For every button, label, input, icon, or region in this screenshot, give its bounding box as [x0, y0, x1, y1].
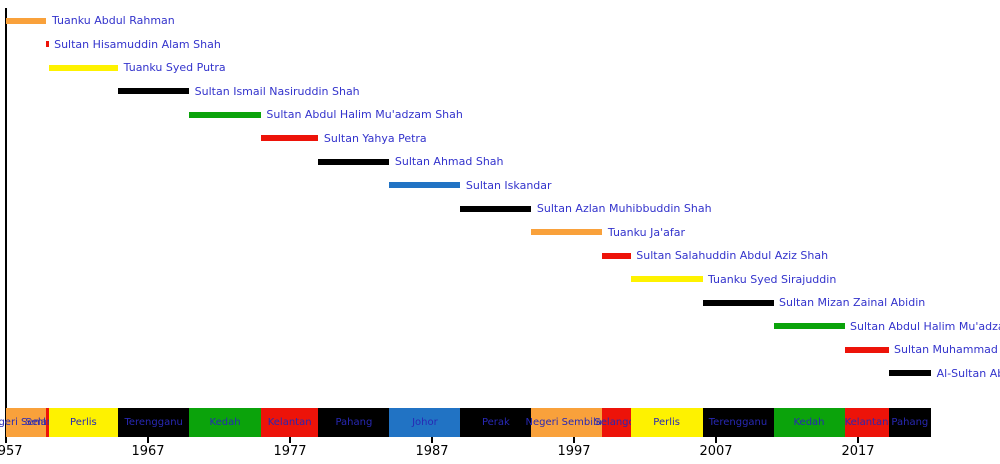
- reign-bar: [702, 299, 774, 306]
- reign-bar: [630, 276, 703, 282]
- state-band-segment: [844, 408, 889, 437]
- reign-name-label: Sultan Iskandar: [465, 178, 552, 192]
- reign-name-label: Sultan Abdul Halim Mu'adzam Shah: [266, 108, 463, 121]
- reign-name-label: Sultan Muhammad V: [894, 343, 1000, 356]
- axis-tick-label: 2007: [699, 444, 733, 459]
- reign-name-label: Tuanku Abdul Rahman: [51, 14, 175, 27]
- state-band-segment: [48, 408, 119, 437]
- reign-name-label: Sultan Salahuddin Abdul Aziz Shah: [636, 249, 829, 262]
- reign-name-label: Tuanku Ja'afar: [607, 225, 686, 239]
- reign-bar: [460, 205, 532, 212]
- state-band-segment: [888, 408, 932, 437]
- reign-name-label: Sultan Ismail Nasiruddin Shah: [194, 84, 360, 98]
- reign-name-label: Sultan Azlan Muhibbuddin Shah: [536, 202, 712, 215]
- axis-tick-mark: [289, 437, 291, 443]
- reign-bar: [773, 323, 845, 329]
- state-band-segment: [260, 408, 319, 437]
- y-axis-line: [5, 8, 7, 443]
- reign-bar: [46, 41, 49, 47]
- reign-bar: [260, 135, 319, 141]
- state-name-label: Perlis: [653, 416, 680, 428]
- state-band-segment: [46, 408, 49, 437]
- axis-tick-label: 1957: [0, 444, 23, 459]
- state-band-segment: [6, 408, 47, 437]
- axis-tick-mark: [5, 437, 7, 443]
- state-band-segment: [460, 408, 532, 437]
- reign-bar: [189, 111, 261, 118]
- state-band-segment: [189, 408, 261, 437]
- reign-name-label: Sultan Abdul Halim Mu'adzam Shah: [850, 319, 1000, 333]
- state-name-label: Terengganu: [708, 416, 768, 428]
- state-name-label: Kedah: [209, 416, 241, 428]
- axis-tick-mark: [573, 437, 575, 443]
- axis-tick-label: 2017: [841, 444, 875, 459]
- state-band-segment: [702, 408, 774, 437]
- reign-bar: [318, 158, 390, 165]
- state-band-segment: [773, 408, 845, 437]
- axis-tick-label: 1977: [273, 444, 307, 459]
- state-name-label: Negeri Sembilan: [0, 416, 68, 428]
- state-name-label: Terengganu: [124, 416, 183, 428]
- axis-tick-label: 1997: [557, 444, 591, 459]
- state-name-label: Kedah: [793, 416, 825, 428]
- state-band-segment: [630, 408, 703, 437]
- reign-bar: [844, 346, 889, 353]
- reign-name-label: Al-Sultan Abdullah: [936, 366, 1000, 380]
- axis-tick-mark: [715, 437, 717, 443]
- state-name-label: Perlis: [70, 416, 97, 428]
- state-band-segment: [318, 408, 390, 437]
- reign-bar: [6, 17, 47, 24]
- reign-bar: [888, 370, 932, 376]
- state-name-label: Perak: [481, 416, 510, 428]
- reign-bar: [531, 229, 603, 235]
- state-name-label: Selangor: [25, 416, 70, 428]
- reign-bar: [48, 64, 119, 71]
- state-name-label: Negeri Sembilan: [525, 416, 609, 428]
- axis-tick-mark: [147, 437, 149, 443]
- axis-tick-label: 1987: [415, 444, 449, 459]
- reign-bar: [118, 88, 190, 94]
- reign-name-label: Tuanku Syed Sirajuddin: [708, 272, 837, 286]
- state-name-label: Pahang: [335, 416, 373, 428]
- state-band-segment: [602, 408, 631, 437]
- reign-bar: [602, 252, 631, 259]
- reign-name-label: Sultan Yahya Petra: [323, 131, 427, 145]
- state-band-segment: [118, 408, 190, 437]
- reign-name-label: Sultan Hisamuddin Alam Shah: [54, 37, 221, 51]
- axis-tick-label: 1967: [131, 444, 165, 459]
- state-band-segment: [531, 408, 603, 437]
- axis-tick-mark: [431, 437, 433, 443]
- reign-bar: [389, 182, 461, 188]
- state-name-label: Johor: [412, 416, 438, 428]
- reign-name-label: Tuanku Syed Putra: [123, 61, 226, 74]
- state-name-label: Selangor: [594, 416, 639, 428]
- state-name-label: Kelantan: [267, 416, 312, 428]
- state-name-label: Kelantan: [844, 416, 889, 428]
- state-band-segment: [389, 408, 461, 437]
- state-name-label: Pahang: [891, 416, 929, 428]
- reign-name-label: Sultan Ahmad Shah: [394, 155, 504, 168]
- axis-tick-mark: [857, 437, 859, 443]
- reign-name-label: Sultan Mizan Zainal Abidin: [779, 296, 926, 309]
